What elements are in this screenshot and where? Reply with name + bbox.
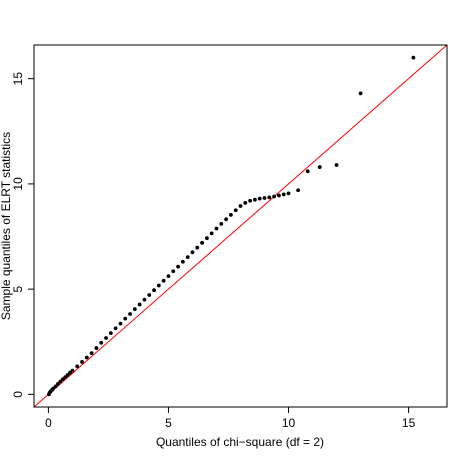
data-point	[137, 302, 142, 307]
data-point	[171, 269, 176, 274]
x-tick-label: 5	[165, 416, 172, 430]
data-point	[411, 55, 416, 60]
data-point	[281, 192, 286, 197]
data-point	[53, 384, 58, 389]
data-point	[277, 193, 281, 198]
y-axis: 0 5 10 15	[11, 72, 35, 398]
data-point	[334, 163, 339, 167]
data-point	[253, 197, 257, 202]
data-point	[296, 188, 301, 193]
data-point	[305, 169, 310, 174]
data-point	[180, 259, 185, 264]
data-point	[257, 196, 262, 201]
data-point	[104, 336, 108, 340]
data-point	[209, 231, 214, 236]
data-point	[142, 297, 147, 302]
data-point	[200, 240, 204, 245]
data-point	[228, 212, 233, 217]
data-point	[176, 264, 180, 269]
data-point	[108, 331, 113, 336]
data-points	[46, 55, 416, 397]
data-point	[118, 321, 123, 326]
data-point	[123, 316, 128, 321]
data-point	[238, 204, 243, 208]
data-point	[233, 208, 238, 213]
data-point	[317, 165, 322, 169]
x-tick-label: 15	[402, 416, 416, 430]
data-point	[84, 355, 89, 360]
data-point	[243, 200, 248, 205]
data-point	[152, 288, 156, 293]
data-point	[99, 340, 104, 345]
plot-layer	[34, 45, 447, 407]
data-point	[161, 278, 166, 283]
data-point	[214, 226, 219, 231]
data-point	[190, 250, 195, 255]
data-point	[219, 221, 224, 226]
y-axis-title: Sample quantiles of ELRT statistics	[0, 132, 13, 320]
data-point	[147, 293, 152, 297]
data-point	[204, 236, 209, 241]
data-point	[128, 312, 132, 316]
data-point	[80, 360, 84, 364]
data-point	[94, 346, 99, 350]
y-tick-label: 10	[11, 177, 25, 191]
x-tick-label: 0	[45, 416, 52, 430]
data-point	[70, 368, 75, 373]
data-point	[58, 379, 63, 384]
x-tick-label: 10	[282, 416, 296, 430]
y-tick-label: 5	[11, 285, 25, 292]
data-point	[272, 194, 277, 199]
x-axis: 0 5 10 15	[45, 406, 416, 430]
data-point	[113, 326, 118, 331]
data-point	[248, 198, 253, 203]
data-point	[56, 381, 60, 386]
x-axis-title: Quantiles of chi−square (df = 2)	[156, 435, 324, 449]
y-tick-label: 15	[11, 72, 25, 86]
data-point	[89, 351, 94, 356]
data-point	[65, 373, 70, 377]
data-point	[132, 307, 137, 312]
data-point	[267, 195, 272, 200]
data-point	[358, 91, 363, 96]
data-point	[166, 274, 171, 278]
data-point	[262, 196, 267, 200]
data-point	[224, 217, 228, 222]
data-point	[75, 364, 80, 369]
data-point	[185, 255, 190, 260]
data-point	[156, 283, 161, 288]
data-point	[195, 245, 200, 250]
reference-line	[34, 45, 447, 407]
data-point	[286, 191, 291, 196]
y-tick-label: 0	[11, 391, 25, 398]
